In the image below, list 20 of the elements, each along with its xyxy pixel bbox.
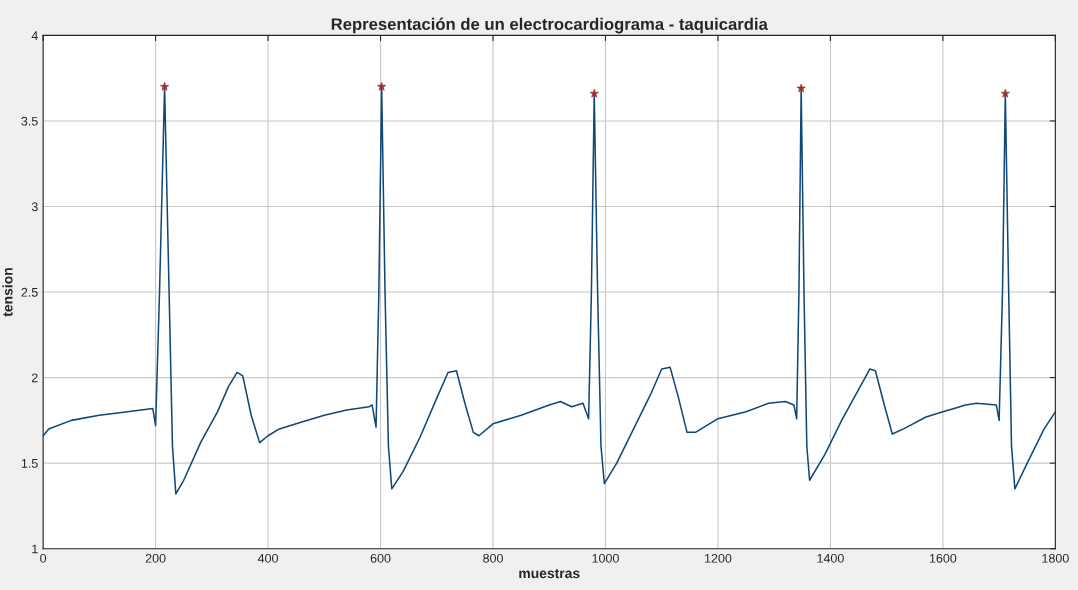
x-tick-label: 200 xyxy=(145,553,166,563)
x-tick-label: 1200 xyxy=(705,553,732,563)
x-tick-label: 0 xyxy=(40,553,47,563)
x-tick-label: 400 xyxy=(257,553,278,563)
x-tick-label: 1400 xyxy=(817,553,844,563)
y-tick-label: 2.5 xyxy=(21,287,38,297)
x-tick-label: 600 xyxy=(370,553,391,563)
x-tick-label: 1000 xyxy=(592,553,619,563)
x-tick-label: 1800 xyxy=(1042,553,1069,563)
y-tick-label: 1.5 xyxy=(21,459,38,468)
x-axis-title: muestras xyxy=(519,569,580,579)
x-tick-label: 1600 xyxy=(929,553,957,563)
chart-title: Representación de un electrocardiograma - taquicardia xyxy=(331,17,768,34)
y-tick-label: 4 xyxy=(31,31,38,40)
y-axis-title: tension xyxy=(2,268,13,317)
y-tick-label: 3 xyxy=(31,202,38,212)
y-tick-label: 1 xyxy=(32,544,38,554)
y-tick-label: 2 xyxy=(31,373,38,383)
x-tick-label: 800 xyxy=(483,553,503,563)
y-tick-label: 3.5 xyxy=(21,116,38,126)
